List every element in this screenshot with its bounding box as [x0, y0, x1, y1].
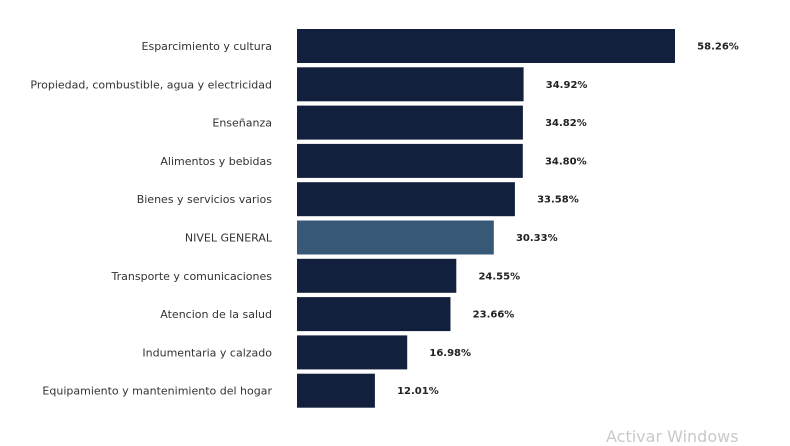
bar-5	[297, 220, 494, 255]
value-label-4: 33.58%	[537, 195, 579, 206]
value-label-0: 58.26%	[697, 42, 739, 53]
category-label-5: NIVEL GENERAL	[185, 232, 273, 245]
bar-4	[297, 182, 515, 217]
value-label-3: 34.80%	[545, 156, 587, 167]
category-label-2: Enseñanza	[212, 117, 272, 130]
category-label-8: Indumentaria y calzado	[142, 346, 272, 359]
value-label-5: 30.33%	[516, 233, 558, 244]
category-label-6: Transporte y comunicaciones	[111, 270, 273, 283]
bar-8	[297, 335, 408, 370]
bar-9	[297, 373, 375, 408]
bar-1	[297, 67, 524, 102]
value-label-2: 34.82%	[545, 118, 587, 129]
category-label-4: Bienes y servicios varios	[137, 193, 273, 206]
bar-3	[297, 143, 523, 178]
bar-0	[297, 29, 675, 63]
value-label-9: 12.01%	[397, 386, 439, 397]
category-label-9: Equipamiento y mantenimiento del hogar	[42, 385, 272, 398]
activate-windows-watermark: Activar Windows	[606, 427, 739, 446]
bar-6	[297, 258, 457, 293]
category-label-0: Esparcimiento y cultura	[142, 40, 272, 53]
value-label-7: 23.66%	[473, 310, 515, 321]
bar-7	[297, 297, 451, 332]
bar-2	[297, 105, 523, 140]
category-label-7: Atencion de la salud	[160, 308, 272, 321]
value-label-1: 34.92%	[546, 80, 588, 91]
value-label-6: 24.55%	[478, 271, 520, 282]
value-label-8: 16.98%	[429, 348, 471, 359]
category-label-1: Propiedad, combustible, agua y electrici…	[30, 78, 272, 91]
category-label-3: Alimentos y bebidas	[160, 155, 272, 168]
